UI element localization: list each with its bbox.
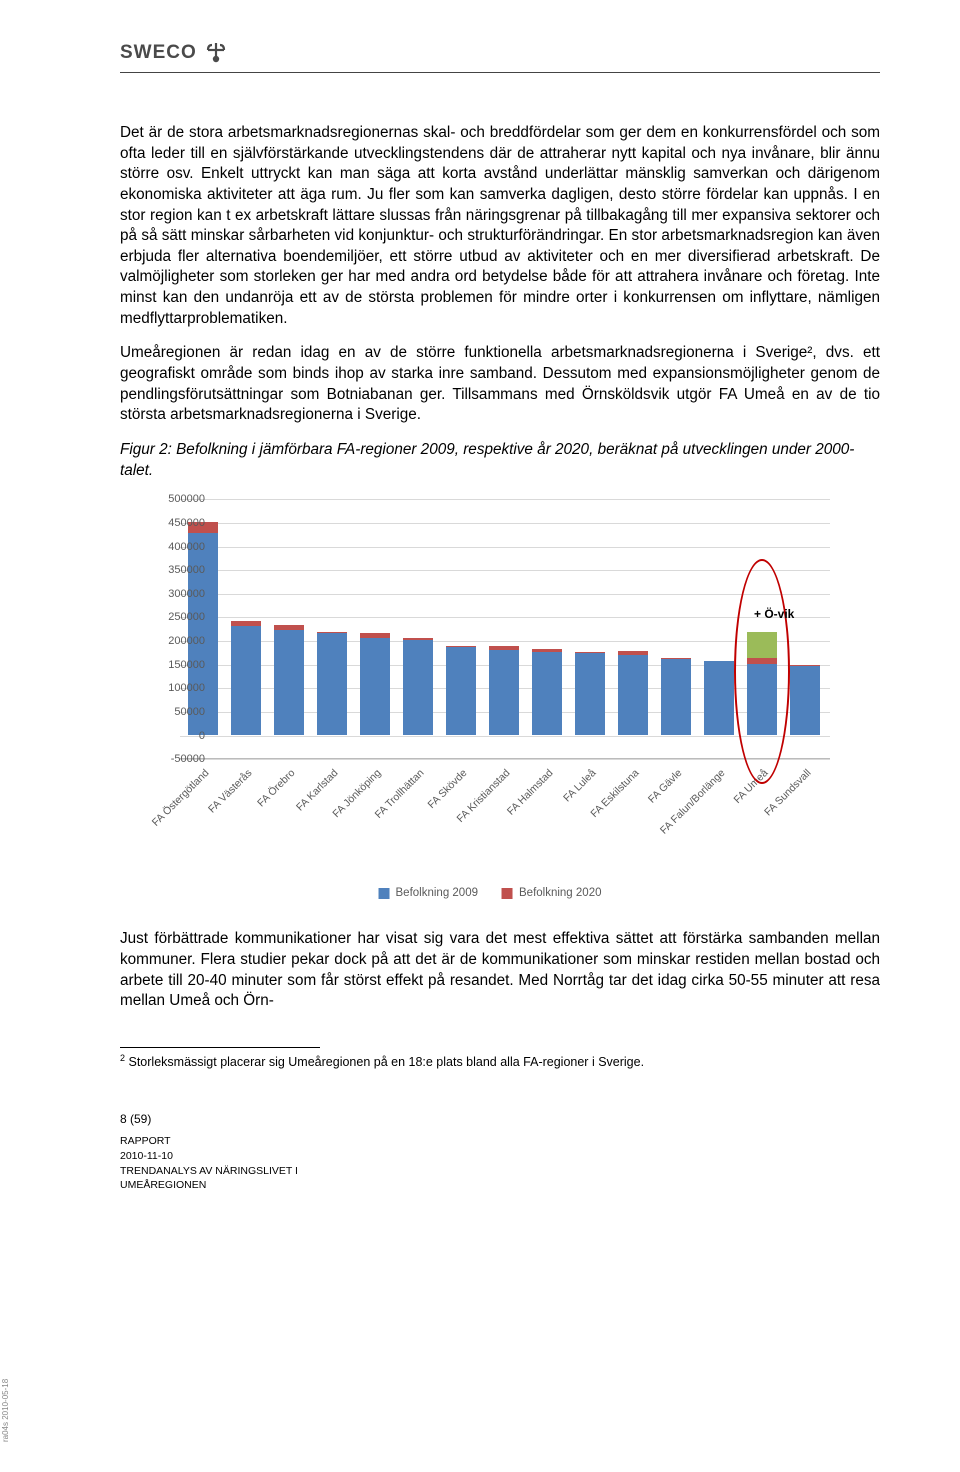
gridline [180, 759, 830, 760]
header-rule [120, 72, 880, 73]
ytick-label: 300000 [168, 588, 205, 600]
bar-2020-delta [446, 646, 476, 647]
figure-caption: Figur 2: Befolkning i jämförbara FA-regi… [120, 440, 880, 481]
ytick-label: 150000 [168, 659, 205, 671]
bar-2020-delta [747, 658, 777, 664]
bar-2009 [446, 647, 476, 734]
gridline [180, 736, 830, 737]
ovik-addition-bar [747, 632, 777, 658]
logo: SWECO [120, 40, 880, 66]
chart-legend: Befolkning 2009 Befolkning 2020 [379, 887, 602, 899]
page-number: 8 (59) [120, 1111, 880, 1128]
legend-item-2020: Befolkning 2020 [502, 887, 601, 899]
footnote: 2 Storleksmässigt placerar sig Umeåregio… [120, 1052, 880, 1072]
bar-2009 [360, 638, 390, 735]
gridline [180, 594, 830, 595]
gridline [180, 617, 830, 618]
bar-2009 [661, 659, 691, 735]
ytick-label: 0 [199, 730, 205, 742]
ytick-label: 400000 [168, 541, 205, 553]
bar-2009 [575, 652, 605, 735]
bar-2020-delta [661, 658, 691, 659]
paragraph-2: Umeåregionen är redan idag en av de stör… [120, 343, 880, 426]
footer-line-4: UMEÅREGIONEN [120, 1178, 880, 1193]
bar-2020-delta [489, 646, 519, 650]
legend-item-2009: Befolkning 2009 [379, 887, 478, 899]
bar-2009 [532, 652, 562, 735]
bar-2009 [489, 650, 519, 735]
ytick-label: 250000 [168, 611, 205, 623]
ytick-label: 200000 [168, 635, 205, 647]
footnote-rule [120, 1047, 320, 1048]
legend-label-2020: Befolkning 2020 [519, 887, 601, 899]
legend-swatch-2009 [379, 888, 390, 899]
bar-2009 [790, 665, 820, 735]
population-chart: Befolkning 2009 Befolkning 2020 -50000 0 5… [120, 489, 860, 899]
paragraph-1: Det är de stora arbetsmarknadsregionerna… [120, 123, 880, 329]
legend-label-2009: Befolkning 2009 [396, 887, 478, 899]
gridline [180, 570, 830, 571]
bar-2009 [317, 633, 347, 735]
footer-line-1: RAPPORT [120, 1134, 880, 1149]
bar-2020-delta [360, 633, 390, 638]
gridline [180, 547, 830, 548]
footer-line-3: TRENDANALYS AV NÄRINGSLIVET I [120, 1164, 880, 1179]
bar-2009 [704, 661, 734, 734]
ytick-label: 50000 [174, 706, 205, 718]
annotation-text: + Ö-vik [754, 607, 794, 621]
bar-2020-delta [274, 625, 304, 630]
bar-2020-delta [231, 621, 261, 626]
paragraph-3: Just förbättrade kommunikationer har vis… [120, 929, 880, 1012]
bar-2020-delta [317, 632, 347, 633]
ytick-label: 350000 [168, 564, 205, 576]
bar-2009 [618, 655, 648, 734]
gridline [180, 523, 830, 524]
bar-2009 [188, 533, 218, 735]
bar-2009 [231, 626, 261, 735]
gridline [180, 499, 830, 500]
ytick-label: 450000 [168, 517, 205, 529]
logo-icon [203, 40, 229, 66]
bar-2020-delta [532, 649, 562, 652]
ytick-label: 500000 [168, 493, 205, 505]
footer-line-2: 2010-11-10 [120, 1149, 880, 1164]
bar-2009 [747, 664, 777, 735]
bar-2009 [403, 640, 433, 735]
legend-swatch-2020 [502, 888, 513, 899]
ytick-label: -50000 [171, 753, 205, 765]
side-label: ra04s 2010-05-18 [1, 1379, 10, 1442]
page-footer: 8 (59) RAPPORT 2010-11-10 TRENDANALYS AV… [120, 1111, 880, 1193]
ytick-label: 100000 [168, 682, 205, 694]
bar-2020-delta [618, 651, 648, 655]
bar-2020-delta [403, 638, 433, 640]
logo-text: SWECO [120, 42, 197, 64]
footnote-text: Storleksmässigt placerar sig Umeåregione… [129, 1055, 645, 1069]
bar-2009 [274, 630, 304, 735]
